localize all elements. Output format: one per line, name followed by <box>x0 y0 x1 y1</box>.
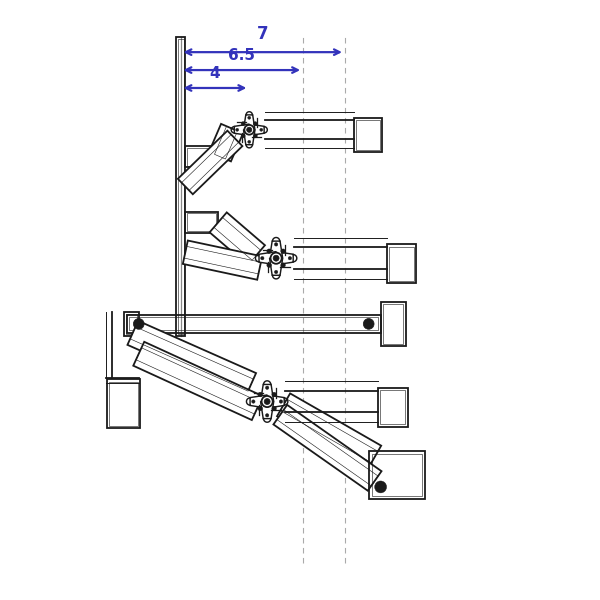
Polygon shape <box>127 321 256 397</box>
Polygon shape <box>277 394 381 469</box>
Circle shape <box>253 134 257 138</box>
Polygon shape <box>133 342 263 420</box>
Circle shape <box>241 122 245 126</box>
Polygon shape <box>267 395 284 408</box>
Bar <box>109 382 137 426</box>
Circle shape <box>267 249 271 254</box>
Polygon shape <box>260 385 274 401</box>
Polygon shape <box>183 241 262 280</box>
Bar <box>176 37 185 336</box>
Circle shape <box>274 242 278 246</box>
Circle shape <box>272 392 277 397</box>
Circle shape <box>265 413 269 417</box>
Circle shape <box>267 263 271 268</box>
Bar <box>187 214 217 232</box>
Circle shape <box>133 319 144 329</box>
Circle shape <box>253 122 257 126</box>
Circle shape <box>241 134 245 138</box>
Polygon shape <box>274 405 382 491</box>
Circle shape <box>272 406 277 411</box>
Bar <box>185 212 218 233</box>
Circle shape <box>274 270 278 274</box>
Bar <box>380 390 405 424</box>
Bar <box>107 379 140 428</box>
Circle shape <box>258 392 262 397</box>
Text: 7: 7 <box>257 25 268 43</box>
Circle shape <box>279 400 283 403</box>
Bar <box>124 312 139 336</box>
Circle shape <box>271 253 281 264</box>
Circle shape <box>281 249 286 254</box>
Circle shape <box>248 140 251 143</box>
Circle shape <box>374 481 386 493</box>
Circle shape <box>258 406 262 411</box>
Text: 6.5: 6.5 <box>228 48 255 63</box>
Polygon shape <box>260 401 274 419</box>
Bar <box>368 451 425 499</box>
Polygon shape <box>259 251 276 265</box>
Polygon shape <box>269 241 283 258</box>
Bar <box>125 314 137 334</box>
Bar <box>389 247 414 281</box>
Circle shape <box>288 256 292 260</box>
Circle shape <box>264 398 270 404</box>
Circle shape <box>248 116 251 119</box>
Bar <box>371 454 422 496</box>
Polygon shape <box>269 258 283 275</box>
Bar <box>129 317 378 331</box>
Circle shape <box>260 256 264 260</box>
Bar <box>185 146 220 167</box>
Bar <box>377 388 407 427</box>
Circle shape <box>251 400 255 403</box>
Circle shape <box>260 128 263 131</box>
Text: 4: 4 <box>209 66 220 81</box>
Circle shape <box>262 396 273 407</box>
Circle shape <box>244 125 254 134</box>
Circle shape <box>265 386 269 389</box>
Bar <box>127 315 380 333</box>
Polygon shape <box>244 130 255 145</box>
Bar <box>386 244 416 283</box>
Bar <box>380 302 406 346</box>
Polygon shape <box>209 212 265 265</box>
Bar <box>356 120 380 150</box>
Polygon shape <box>235 124 249 136</box>
Bar <box>354 118 382 152</box>
Polygon shape <box>249 124 264 136</box>
Bar <box>178 39 184 334</box>
Circle shape <box>273 255 279 261</box>
Circle shape <box>364 319 374 329</box>
Polygon shape <box>209 124 243 161</box>
Polygon shape <box>276 251 293 265</box>
Polygon shape <box>178 131 242 194</box>
Circle shape <box>247 127 252 133</box>
Bar <box>187 148 218 166</box>
Polygon shape <box>250 395 267 408</box>
Circle shape <box>236 128 239 131</box>
Circle shape <box>281 263 286 268</box>
Bar <box>383 304 403 344</box>
Polygon shape <box>244 115 255 130</box>
